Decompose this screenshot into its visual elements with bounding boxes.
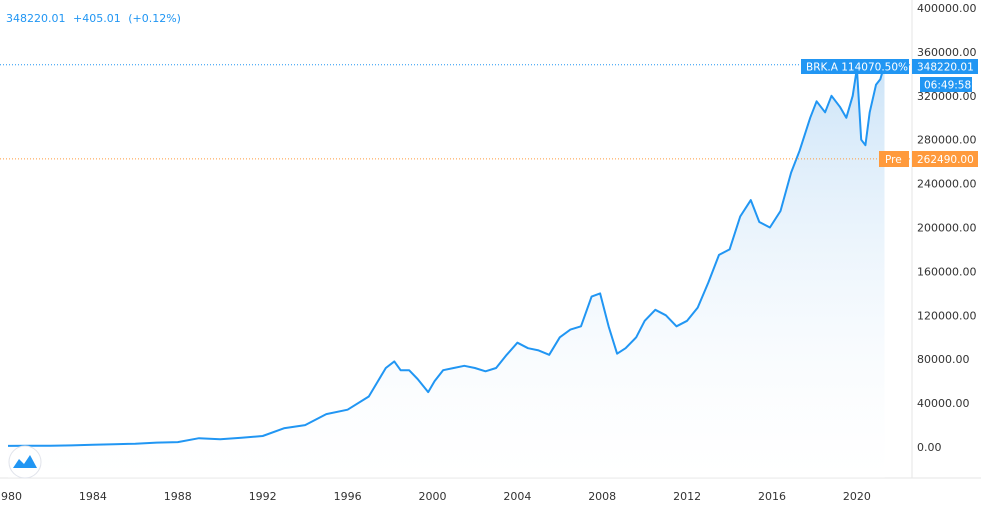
x-tick-label: 2000 bbox=[419, 490, 447, 503]
x-tick-label: 2012 bbox=[673, 490, 701, 503]
x-tick-label: 1988 bbox=[164, 490, 192, 503]
y-tick-label: 200000.00 bbox=[917, 222, 977, 235]
price-header: 348220.01 +405.01 (+0.12%) bbox=[6, 12, 185, 25]
y-tick-label: 400000.00 bbox=[917, 2, 977, 15]
prev-tag-label: Pre bbox=[885, 154, 902, 166]
last-price-tag-bg bbox=[912, 59, 978, 74]
y-tick-label: 160000.00 bbox=[917, 265, 977, 278]
x-tick-label: 1996 bbox=[334, 490, 362, 503]
x-tick-label: 2020 bbox=[843, 490, 871, 503]
price-change: +405.01 bbox=[73, 12, 121, 25]
prev-value-tag-bg bbox=[912, 151, 978, 167]
tradingview-logo-icon[interactable] bbox=[8, 445, 42, 479]
x-tick-label: 2004 bbox=[503, 490, 531, 503]
series-line bbox=[7, 64, 886, 447]
x-tick-label: 2008 bbox=[588, 490, 616, 503]
y-tick-label: 0.00 bbox=[917, 441, 942, 454]
y-tick-label: 40000.00 bbox=[917, 397, 970, 410]
last-price: 348220.01 bbox=[6, 12, 66, 25]
last-price-tag: 348220.01 bbox=[917, 62, 974, 74]
y-tick-label: 120000.00 bbox=[917, 309, 977, 322]
price-change-pct: (+0.12%) bbox=[128, 12, 181, 25]
y-tick-label: 240000.00 bbox=[917, 178, 977, 191]
y-tick-label: 360000.00 bbox=[917, 46, 977, 59]
x-tick-label: 1984 bbox=[79, 490, 107, 503]
y-tick-label: 280000.00 bbox=[917, 134, 977, 147]
x-tick-label: 2016 bbox=[758, 490, 786, 503]
symbol-tag: BRK.A 114070.50% bbox=[806, 62, 908, 74]
time-tag-bg bbox=[920, 77, 972, 92]
series-area bbox=[8, 64, 885, 479]
x-tick-label: 1992 bbox=[249, 490, 277, 503]
x-tick-label: 1980 bbox=[0, 490, 22, 503]
time-tag: 06:49:58 bbox=[924, 80, 971, 92]
prev-tag-label-bg bbox=[879, 151, 909, 167]
y-tick-label: 320000.00 bbox=[917, 90, 977, 103]
symbol-tag-bg bbox=[801, 59, 909, 74]
y-tick-label: 80000.00 bbox=[917, 353, 970, 366]
prev-value-tag: 262490.00 bbox=[917, 154, 974, 166]
